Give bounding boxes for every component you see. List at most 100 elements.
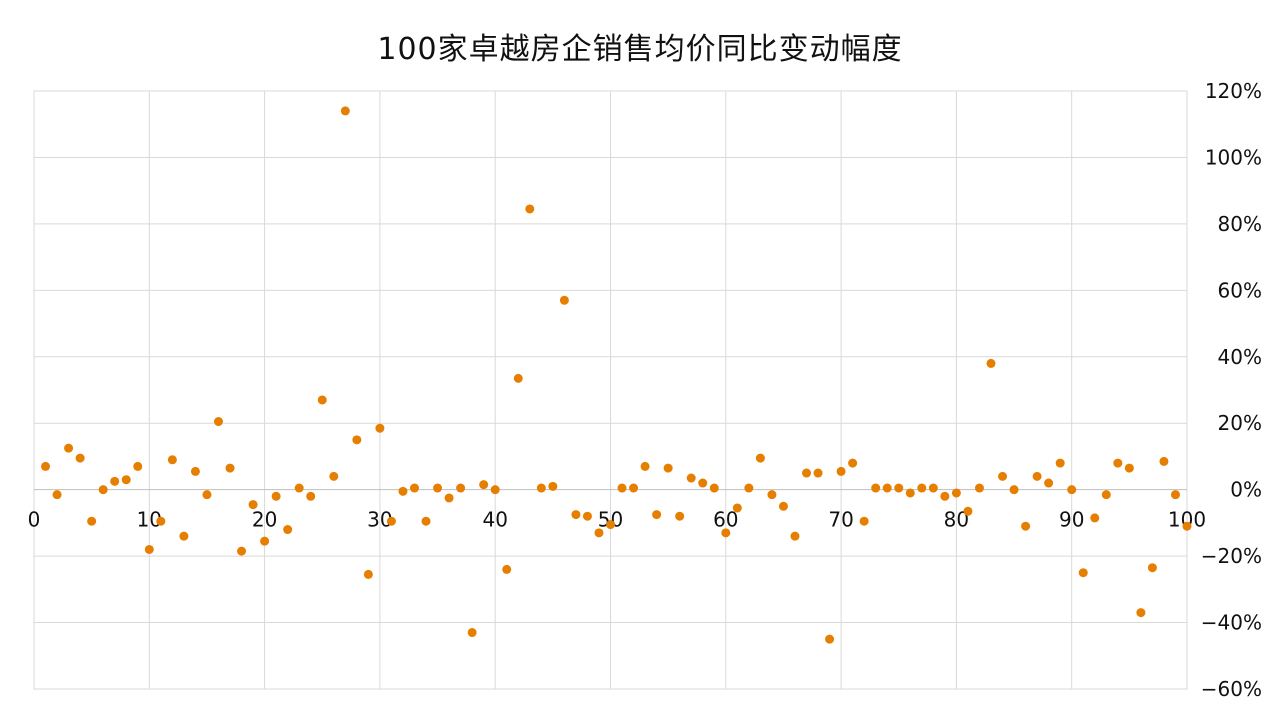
data-point	[87, 517, 96, 526]
data-point	[825, 635, 834, 644]
data-point	[675, 512, 684, 521]
y-tick-label: 120%	[1205, 79, 1262, 103]
data-point	[468, 628, 477, 637]
data-point	[1067, 485, 1076, 494]
data-point	[1125, 464, 1134, 473]
data-point	[260, 537, 269, 546]
data-point	[687, 474, 696, 483]
y-tick-label: −40%	[1201, 611, 1262, 635]
data-point	[1148, 563, 1157, 572]
data-point	[710, 484, 719, 493]
y-tick-label: 20%	[1218, 411, 1262, 435]
data-point	[744, 484, 753, 493]
data-point	[883, 484, 892, 493]
data-point	[226, 464, 235, 473]
data-point	[456, 484, 465, 493]
data-point	[779, 502, 788, 511]
data-point	[767, 490, 776, 499]
data-point	[698, 479, 707, 488]
data-point	[133, 462, 142, 471]
data-point	[1056, 459, 1065, 468]
data-point	[1159, 457, 1168, 466]
data-point	[860, 517, 869, 526]
data-point	[998, 472, 1007, 481]
data-point	[491, 485, 500, 494]
data-point	[756, 454, 765, 463]
data-point	[1171, 490, 1180, 499]
x-tick-label: 20	[252, 508, 277, 532]
data-point	[802, 469, 811, 478]
data-point	[214, 417, 223, 426]
data-point	[191, 467, 200, 476]
data-point	[1010, 485, 1019, 494]
data-point	[168, 455, 177, 464]
data-point	[906, 488, 915, 497]
data-point	[1183, 522, 1192, 531]
data-point	[76, 454, 85, 463]
data-point	[571, 510, 580, 519]
data-point	[53, 490, 62, 499]
x-tick-label: 70	[828, 508, 853, 532]
data-point	[837, 467, 846, 476]
data-point	[963, 507, 972, 516]
data-point	[814, 469, 823, 478]
data-point	[525, 204, 534, 213]
data-point	[606, 520, 615, 529]
data-point	[594, 528, 603, 537]
x-tick-label: 0	[28, 508, 41, 532]
data-point	[272, 492, 281, 501]
data-point	[917, 484, 926, 493]
data-point	[1113, 459, 1122, 468]
data-point	[479, 480, 488, 489]
y-tick-label: 100%	[1205, 145, 1262, 169]
data-point	[99, 485, 108, 494]
data-point	[433, 484, 442, 493]
data-point	[952, 488, 961, 497]
data-point	[1136, 608, 1145, 617]
data-point	[537, 484, 546, 493]
data-point	[122, 475, 131, 484]
data-point	[583, 512, 592, 521]
data-point	[341, 106, 350, 115]
data-point	[664, 464, 673, 473]
y-tick-label: 60%	[1218, 278, 1262, 302]
y-tick-label: 0%	[1230, 478, 1262, 502]
data-point	[237, 547, 246, 556]
data-point	[629, 484, 638, 493]
data-point	[733, 503, 742, 512]
data-point	[352, 435, 361, 444]
data-point	[306, 492, 315, 501]
data-point	[618, 484, 627, 493]
x-tick-label: 90	[1059, 508, 1084, 532]
data-point	[1044, 479, 1053, 488]
data-point	[387, 517, 396, 526]
data-point	[329, 472, 338, 481]
y-tick-label: 40%	[1218, 345, 1262, 369]
data-point	[848, 459, 857, 468]
data-point	[929, 484, 938, 493]
data-point	[548, 482, 557, 491]
y-tick-label: 80%	[1218, 212, 1262, 236]
data-point	[1033, 472, 1042, 481]
data-point	[202, 490, 211, 499]
data-point	[398, 487, 407, 496]
data-point	[445, 493, 454, 502]
data-point	[514, 374, 523, 383]
y-tick-label: −60%	[1201, 677, 1262, 701]
data-point	[560, 296, 569, 305]
data-point	[1079, 568, 1088, 577]
data-point	[64, 444, 73, 453]
data-point	[179, 532, 188, 541]
data-point	[375, 424, 384, 433]
data-point	[502, 565, 511, 574]
y-tick-label: −20%	[1201, 544, 1262, 568]
data-point	[894, 484, 903, 493]
data-point	[975, 484, 984, 493]
data-point	[249, 500, 258, 509]
data-point	[940, 492, 949, 501]
x-tick-label: 40	[482, 508, 507, 532]
data-point	[641, 462, 650, 471]
data-point	[410, 484, 419, 493]
